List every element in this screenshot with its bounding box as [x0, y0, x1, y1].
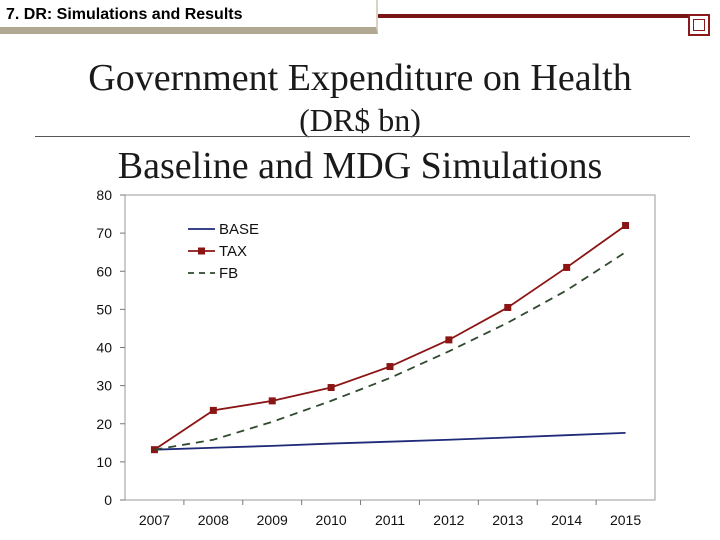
corner-square-icon — [688, 14, 710, 36]
x-tick-label: 2007 — [139, 512, 170, 528]
y-tick-label: 0 — [104, 492, 112, 508]
series-point-tax — [209, 406, 217, 414]
series-point-tax — [268, 397, 276, 405]
y-tick-label: 50 — [96, 301, 112, 317]
legend-label-fb: FB — [219, 265, 238, 282]
header-rule — [378, 14, 690, 18]
x-tick-label: 2010 — [316, 512, 347, 528]
x-tick-label: 2008 — [198, 512, 229, 528]
y-tick-label: 60 — [96, 263, 112, 279]
series-line-fb — [154, 251, 627, 451]
x-tick-label: 2009 — [257, 512, 288, 528]
y-tick-label: 20 — [96, 416, 112, 432]
x-tick-label: 2013 — [492, 512, 523, 528]
series-point-tax — [563, 263, 571, 271]
legend-label-base: BASE — [219, 221, 259, 238]
y-tick-label: 70 — [96, 225, 112, 241]
header-tab: 7. DR: Simulations and Results — [0, 0, 378, 34]
slide-title-line2: (DR$ bn) — [299, 102, 421, 138]
title-divider — [35, 136, 690, 137]
legend-marker-tax — [198, 247, 205, 255]
series-point-tax — [386, 363, 394, 371]
series-point-tax — [445, 336, 453, 344]
section-title: 7. DR: Simulations and Results — [6, 6, 243, 23]
series-point-tax — [327, 384, 335, 392]
series-point-tax — [622, 222, 630, 229]
x-tick-label: 2011 — [375, 512, 405, 528]
y-tick-label: 40 — [96, 340, 112, 356]
x-tick-label: 2012 — [433, 512, 464, 528]
plot-frame — [124, 194, 656, 501]
series-line-base — [154, 432, 626, 451]
x-tick-label: 2014 — [551, 512, 582, 528]
y-tick-label: 80 — [96, 187, 112, 203]
slide-title-line3: Baseline and MDG Simulations — [117, 145, 603, 187]
series-point-tax — [504, 303, 512, 311]
x-tick-label: 2015 — [610, 512, 641, 528]
y-tick-label: 10 — [96, 454, 112, 470]
slide-title-line1: Government Expenditure on Health — [88, 57, 632, 99]
y-tick-label: 30 — [96, 378, 112, 394]
legend-label-tax: TAX — [219, 243, 247, 260]
